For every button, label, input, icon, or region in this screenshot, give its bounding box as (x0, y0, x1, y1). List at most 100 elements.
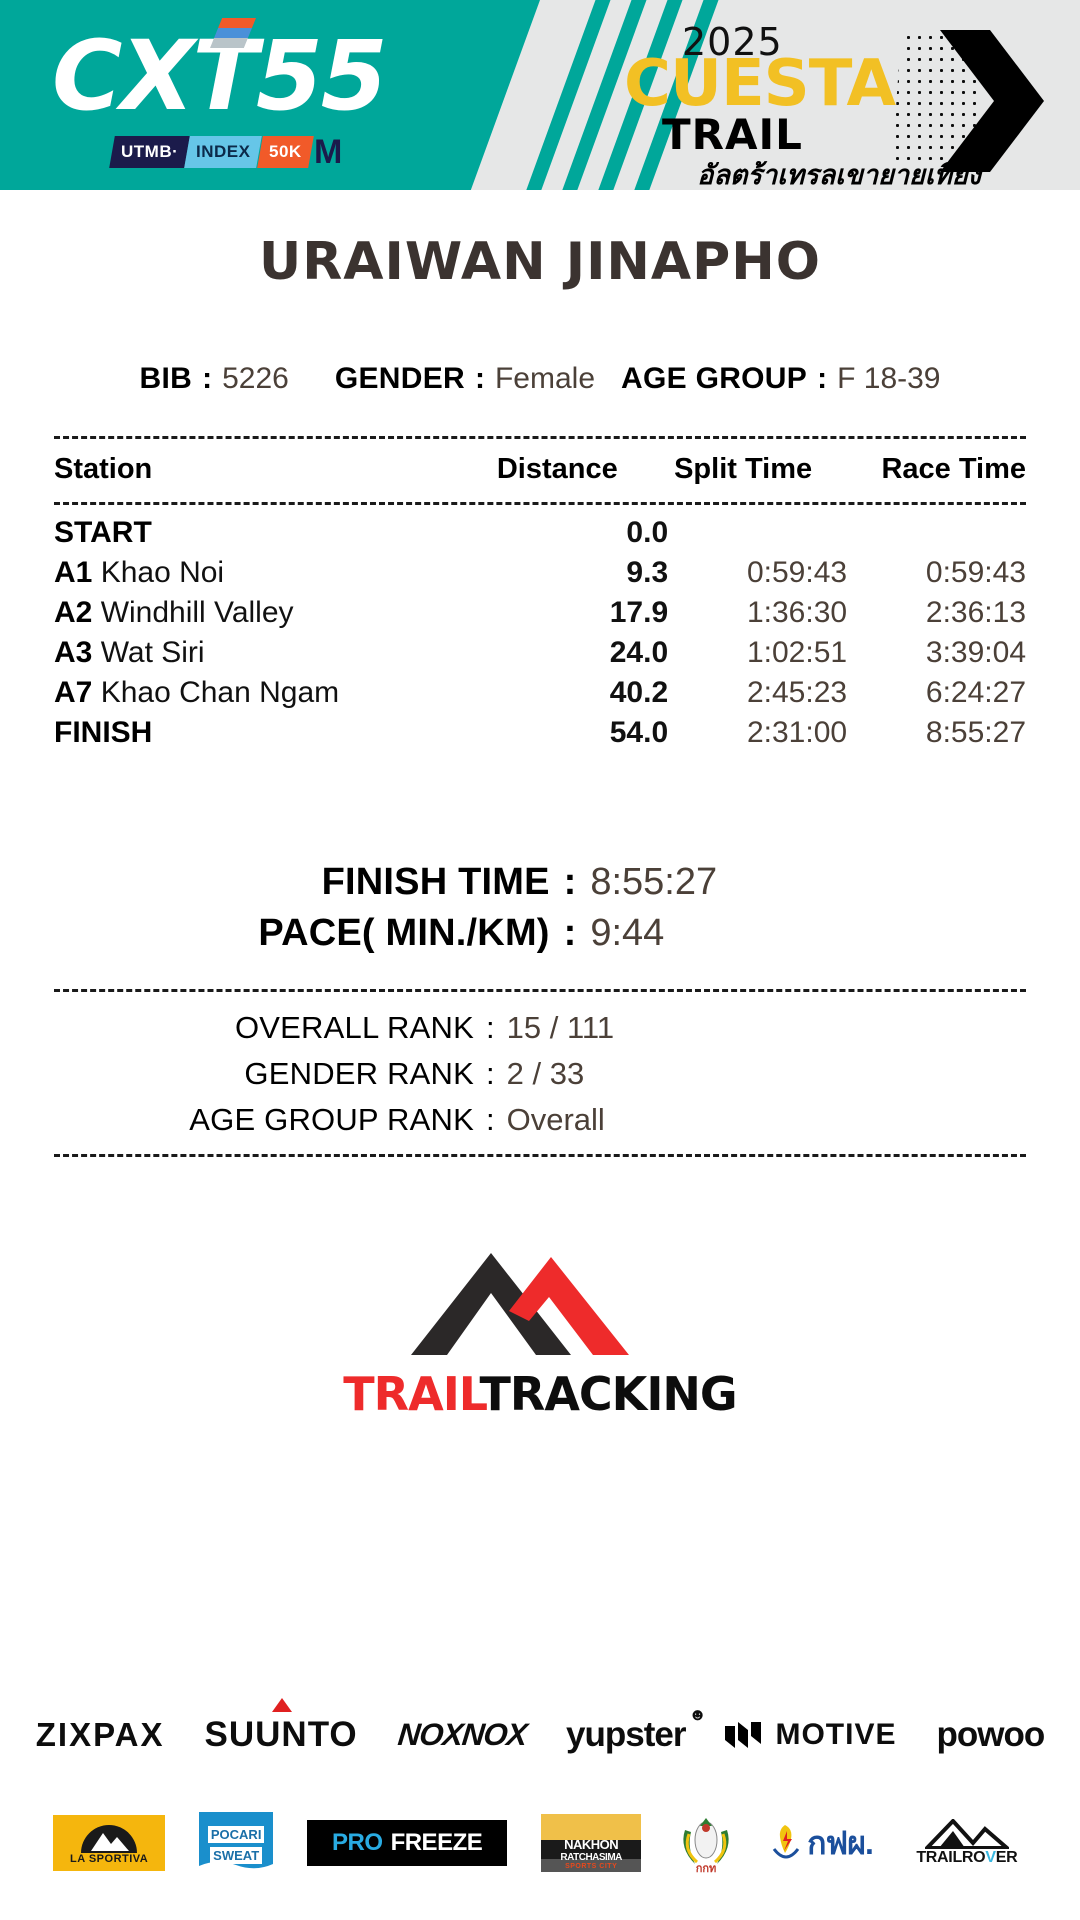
station-code: A3 (54, 636, 101, 669)
bib-value: 5226 (222, 362, 289, 395)
age-group-group: AGE GROUP : F 18-39 (621, 362, 940, 396)
yupster-smiley-icon: ☻ (688, 1705, 707, 1724)
pocari-label-line1: POCARI (207, 1826, 265, 1843)
finish-time-label: FINISH TIME (321, 861, 550, 903)
finish-time-value: 8:55:27 (590, 861, 718, 903)
divider-under-header (54, 502, 1026, 505)
pro-freeze-label-pro: PRO (332, 1829, 383, 1856)
cell-distance: 54.0 (609, 716, 669, 749)
sponsor-yupster: yupster ☻ (566, 1705, 706, 1754)
pace-value: 9:44 (590, 912, 665, 954)
table-row: A1 Khao Noi 9.3 0:59:43 0:59:43 (54, 553, 1026, 593)
sat-emblem-label: กกท (696, 1862, 717, 1874)
event-year: 2025 (682, 20, 783, 64)
header-race-time: Race Time (881, 453, 1026, 485)
cell-split-time: 0:59:43 (746, 556, 848, 589)
sponsor-row-logos: LA SPORTIVA POCARI SWEAT PRO FREEZE NAKH… (0, 1812, 1080, 1874)
station-code: FINISH (54, 716, 153, 749)
x-mark-icon (940, 30, 1044, 172)
table-row: A7 Khao Chan Ngam 40.2 2:45:23 6:24:27 (54, 673, 1026, 713)
nakhon-label-line3: SPORTS CITY (565, 1863, 618, 1870)
sponsor-sat-emblem: กกท (675, 1812, 737, 1874)
cell-split-time: 1:02:51 (746, 636, 848, 669)
sponsor-suunto: SUUNTO (205, 1698, 358, 1755)
header-station: Station (54, 453, 153, 485)
la-sportiva-label: LA SPORTIVA (70, 1853, 149, 1865)
summary-section: FINISH TIME : 8:55:27 PACE( MIN./KM) : 9… (0, 861, 1080, 955)
table-row: A3 Wat Siri 24.0 1:02:51 3:39:04 (54, 633, 1026, 673)
header-split-time: Split Time (674, 453, 813, 485)
table-header-row: Station Distance Split Time Race Time (54, 439, 1026, 502)
cxt55-logo: CXT55 (52, 18, 388, 124)
divider-ranks-bottom (54, 1154, 1026, 1157)
rank-label: OVERALL RANK (234, 1010, 474, 1045)
cell-split-time: 2:45:23 (746, 676, 848, 709)
pace-colon: : (563, 912, 577, 954)
cell-station: A7 Khao Chan Ngam (54, 673, 564, 713)
cell-station: A2 Windhill Valley (54, 593, 564, 633)
gender-colon: : (474, 362, 485, 395)
station-code: START (54, 516, 152, 549)
sponsor-noxnox: NOXNOX (395, 1717, 528, 1752)
cell-race-time (847, 513, 1026, 553)
trailrover-mountain-icon (924, 1819, 1009, 1849)
cell-split-time (668, 513, 847, 553)
distance-badge: 50K (256, 136, 314, 168)
trailrover-wordmark: TRAILROVER (916, 1849, 1018, 1866)
cell-race-time: 6:24:27 (925, 676, 1026, 709)
gender-label: GENDER (334, 362, 465, 395)
rank-colon: : (486, 1056, 495, 1091)
la-sportiva-mountain-icon (81, 1825, 138, 1853)
splits-table-body: START 0.0 A1 Khao Noi 9.3 0:59:43 0:59:43 A2 W… (54, 513, 1026, 753)
station-name: Khao Chan Ngam (100, 676, 340, 709)
ranks-list: OVERALL RANK:15 / 111 GENDER RANK:2 / 33 A… (54, 1010, 1026, 1138)
event-brand-thai: อัลตร้าเทรลเขายายเที่ยง (697, 160, 981, 190)
cell-split-time: 1:36:30 (746, 596, 848, 629)
cell-race-time: 0:59:43 (925, 556, 1026, 589)
station-name: Windhill Valley (100, 596, 294, 629)
ranks-section: OVERALL RANK:15 / 111 GENDER RANK:2 / 33 A… (54, 989, 1026, 1157)
rank-label: AGE GROUP RANK (189, 1102, 474, 1137)
cell-race-time: 8:55:27 (925, 716, 1026, 749)
cell-race-time: 2:36:13 (925, 596, 1026, 629)
rank-row: OVERALL RANK:15 / 111 (54, 1010, 1026, 1046)
header-distance: Distance (496, 453, 618, 485)
motive-mark-icon (725, 1722, 762, 1748)
event-header: CXT55 UTMB· INDEX 50K M 2025 CUESTA TRAI… (0, 0, 1080, 190)
table-row: START 0.0 (54, 513, 1026, 553)
egat-mark-icon (772, 1825, 800, 1859)
trailtracking-logo: TRAILTRACKING (0, 1253, 1080, 1421)
sponsor-trailrover: TRAILROVER (907, 1812, 1027, 1874)
rank-row: GENDER RANK:2 / 33 (54, 1056, 1026, 1092)
rank-value: Overall (506, 1102, 605, 1137)
age-group-value: F 18-39 (837, 362, 941, 395)
bib-colon: : (202, 362, 213, 395)
pocari-wave-icon (199, 1861, 274, 1874)
rank-colon: : (486, 1010, 495, 1045)
runner-name: URAIWAN JINAPHO (258, 232, 822, 292)
station-code: A1 (54, 556, 101, 589)
cell-distance: 9.3 (626, 556, 669, 589)
sponsor-nakhon-ratchasima: NAKHON RATCHASIMA SPORTS CITY (541, 1814, 642, 1872)
gender-group: GENDER : Female (335, 362, 595, 396)
rank-colon: : (486, 1102, 495, 1137)
pocari-label-line2: SWEAT (210, 1847, 263, 1864)
cuesta-trail-logo: 2025 CUESTA TRAIL อัลตร้าเทรลเขายายเที่ย… (624, 12, 1054, 190)
sponsor-powoo: powoo (936, 1715, 1045, 1754)
cell-station: A3 Wat Siri (54, 633, 564, 673)
sponsor-pro-freeze: PRO FREEZE (307, 1820, 508, 1866)
event-brand-primary: CUESTA (624, 47, 896, 121)
finish-time-colon: : (563, 861, 577, 903)
sponsor-zixpax: ZIXPAX (35, 1716, 165, 1753)
egat-label: กฟผ. (807, 1824, 874, 1861)
age-group-colon: : (817, 362, 828, 395)
pro-freeze-label-freeze: FREEZE (390, 1829, 483, 1856)
utmb-badge: UTMB· (109, 136, 191, 168)
cell-station: A1 Khao Noi (54, 553, 564, 593)
station-code: A7 (54, 676, 101, 709)
cell-distance: 24.0 (609, 636, 669, 669)
sponsor-la-sportiva: LA SPORTIVA (53, 1815, 166, 1871)
cell-split-time: 2:31:00 (746, 716, 848, 749)
cell-distance: 40.2 (609, 676, 669, 709)
